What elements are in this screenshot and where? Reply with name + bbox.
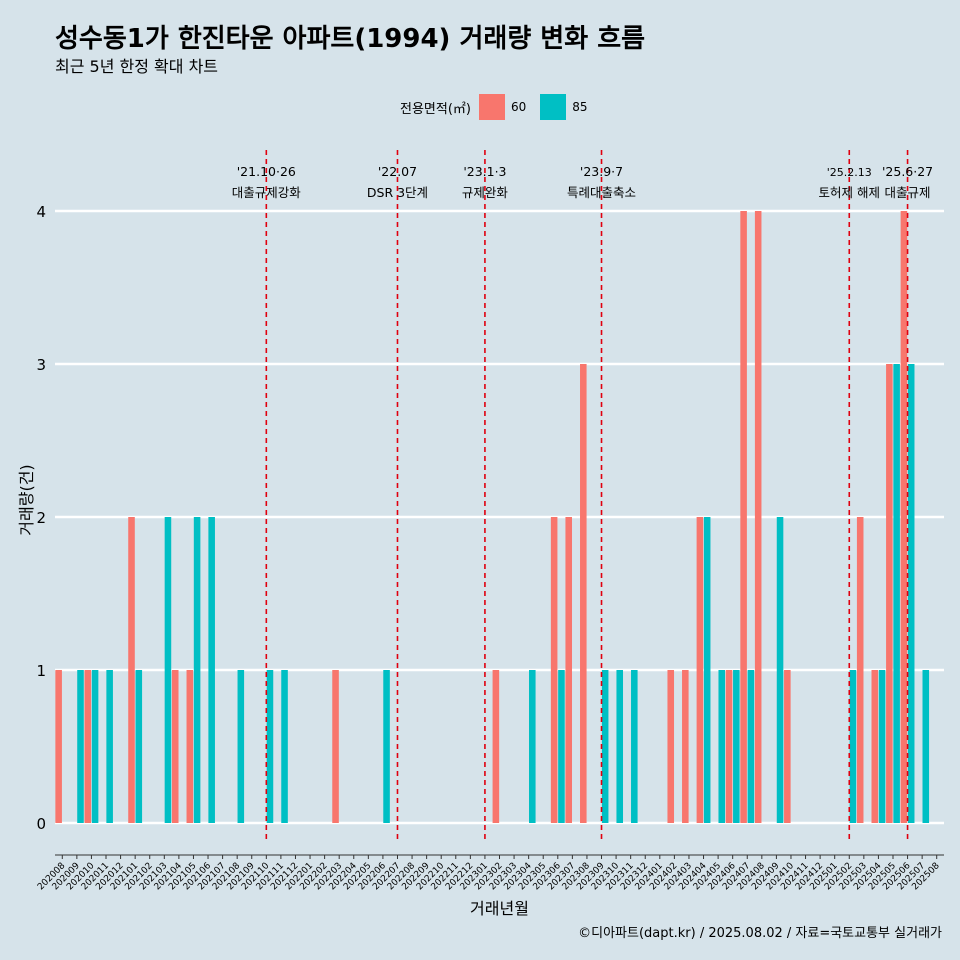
bar-85-202106	[208, 517, 215, 823]
bar-85-202407	[747, 670, 755, 823]
y-tick-label: 2	[36, 509, 46, 527]
annotation-label-202506: 대출규제	[885, 185, 931, 200]
bar-85-202206	[383, 670, 390, 823]
bar-60-202506	[900, 211, 908, 823]
legend-title: 전용면적(㎡)	[400, 101, 471, 117]
bar-85-202009	[77, 670, 84, 823]
bar-85-202105	[193, 517, 201, 823]
annotation-date-202110: '21.10·26	[237, 164, 296, 179]
legend-label-60: 60	[510, 100, 527, 114]
bar-85-202505	[893, 364, 900, 823]
y-tick-label: 3	[36, 356, 46, 374]
annotation-date-202301: '23.1·3	[463, 164, 506, 179]
bar-85-202405	[718, 670, 726, 823]
bar-60-202104	[171, 670, 179, 823]
bar-60-202302	[492, 670, 500, 823]
bar-60-202010	[84, 670, 92, 823]
bar-85-202111	[281, 670, 288, 823]
bar-85-202406	[733, 670, 740, 823]
annotation-date-202506: '25.6·27	[882, 164, 933, 179]
bar-85-202011	[106, 670, 113, 823]
bar-60-202407	[740, 211, 747, 823]
bar-60-202410	[784, 670, 791, 823]
bar-85-202502	[849, 670, 857, 823]
bar-85-202310	[616, 670, 624, 823]
y-tick-label: 4	[36, 203, 46, 221]
bar-60-202504	[871, 670, 879, 823]
bar-85-202103	[164, 517, 172, 823]
bar-85-202311	[631, 670, 638, 823]
bar-85-202108	[237, 670, 245, 823]
bar-60-202403	[682, 670, 689, 823]
bar-85-202304	[529, 670, 536, 823]
bar-60-202306	[550, 517, 558, 823]
bar-85-202504	[878, 670, 886, 823]
bar-60-202505	[886, 364, 893, 823]
chart-subtitle: 최근 5년 한정 확대 차트	[55, 57, 219, 76]
annotation-date-202502: '25.2.13	[827, 166, 872, 179]
source-caption: ©디아파트(dapt.kr) / 2025.08.02 / 자료=국토교통부 실…	[578, 926, 942, 941]
y-tick-label: 0	[36, 815, 46, 833]
x-axis-title: 거래년월	[470, 899, 529, 918]
annotation-label-202502: 토허제 해제	[819, 185, 880, 200]
bar-60-202008	[55, 670, 62, 823]
bar-60-202101	[128, 517, 135, 823]
legend-label-85: 85	[572, 100, 588, 114]
bar-60-202307	[565, 517, 573, 823]
bar-60-202503	[856, 517, 864, 823]
annotation-date-202207: '22.07	[378, 164, 417, 179]
bar-60-202402	[667, 670, 675, 823]
bar-60-202406	[725, 670, 733, 823]
legend-key-85	[540, 94, 567, 120]
bar-60-202404	[696, 517, 704, 823]
annotation-label-202207: DSR 3단계	[367, 185, 428, 200]
bar-85-202110	[266, 670, 274, 823]
chart-title: 성수동1가 한진타운 아파트(1994) 거래량 변화 흐름	[55, 24, 646, 54]
bar-85-202506	[907, 364, 915, 823]
bar-85-202101	[135, 670, 143, 823]
y-tick-label: 1	[36, 662, 46, 680]
annotation-label-202110: 대출규제강화	[232, 185, 302, 200]
y-axis-title: 거래량(건)	[17, 464, 36, 535]
bar-85-202404	[703, 517, 711, 823]
bar-85-202507	[922, 670, 930, 823]
bar-85-202306	[558, 670, 565, 823]
annotation-label-202309: 특례대출축소	[567, 185, 636, 200]
bar-60-202408	[754, 211, 762, 823]
bar-85-202309	[601, 670, 609, 823]
annotation-date-202309: '23.9·7	[580, 164, 623, 179]
bar-60-202105	[186, 670, 194, 823]
legend-key-60	[478, 94, 505, 120]
annotation-label-202301: 규제완화	[462, 185, 509, 200]
bar-85-202010	[91, 670, 99, 823]
bar-60-202308	[580, 364, 587, 823]
bar-85-202409	[776, 517, 784, 823]
legend: 전용면적(㎡) 60 85	[400, 93, 602, 121]
bar-60-202203	[332, 670, 339, 823]
